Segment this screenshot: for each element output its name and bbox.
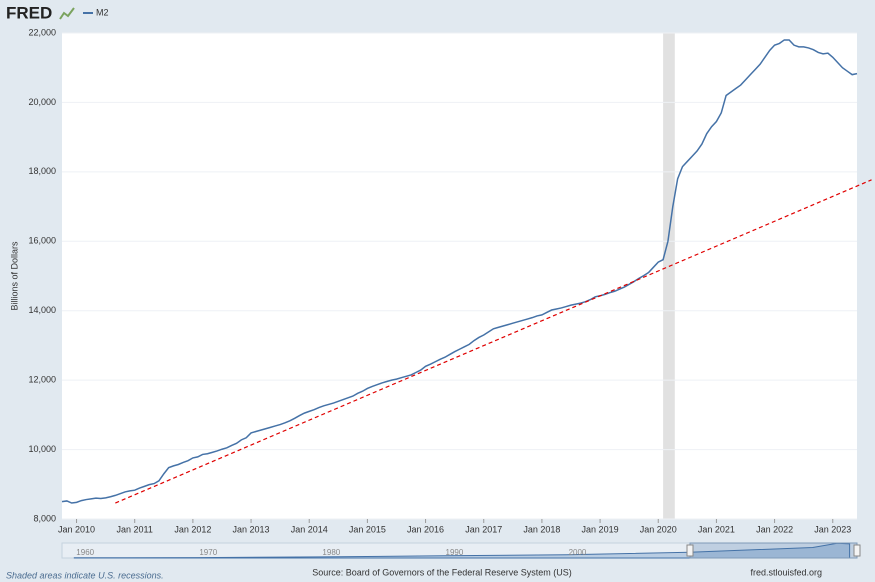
x-tick-label: Jan 2023 — [814, 524, 851, 534]
recession-band — [663, 33, 675, 519]
navigator-area — [73, 542, 851, 559]
x-tick-label: Jan 2013 — [233, 524, 270, 534]
x-tick-label: Jan 2014 — [291, 524, 328, 534]
navigator-window — [689, 542, 858, 559]
x-tick-label: Jan 2022 — [756, 524, 793, 534]
y-tick-label: 12,000 — [28, 375, 56, 385]
x-tick-label: Jan 2019 — [582, 524, 619, 534]
x-tick-label: Jan 2021 — [698, 524, 735, 534]
x-tick-label: Jan 2012 — [174, 524, 211, 534]
plot-area — [62, 33, 857, 519]
x-tick-label: Jan 2015 — [349, 524, 386, 534]
y-tick-label: 8,000 — [33, 513, 56, 523]
legend-label: M2 — [96, 7, 109, 17]
x-tick-label: Jan 2011 — [117, 524, 153, 534]
source: Source: Board of Governors of the Federa… — [312, 567, 572, 577]
x-tick-label: Jan 2018 — [523, 524, 560, 534]
logo-text: FRED — [6, 3, 52, 22]
y-tick-label: 18,000 — [28, 166, 56, 176]
y-tick-label: 16,000 — [28, 236, 56, 246]
site: fred.stlouisfed.org — [750, 567, 822, 577]
navigator-tick-label: 2000 — [569, 548, 587, 557]
navigator-tick-label: 1980 — [322, 548, 340, 557]
y-tick-label: 20,000 — [28, 97, 56, 107]
logo: FRED — [6, 3, 75, 22]
navigator-tick-label: 1960 — [76, 548, 94, 557]
navigator-handle — [853, 544, 861, 557]
y-tick-label: 10,000 — [28, 444, 56, 454]
series-line — [61, 39, 858, 504]
navigator-tick-label: 1970 — [199, 548, 217, 557]
x-tick-label: Jan 2017 — [465, 524, 502, 534]
navigator-handle — [686, 544, 694, 557]
x-tick-label: Jan 2020 — [640, 524, 677, 534]
y-tick-label: 22,000 — [28, 27, 56, 37]
y-tick-label: 14,000 — [28, 305, 56, 315]
x-tick-label: Jan 2010 — [58, 524, 95, 534]
logo-icon — [59, 7, 75, 20]
x-tick-label: Jan 2016 — [407, 524, 444, 534]
y-axis-label: Billions of Dollars — [9, 241, 19, 311]
navigator-tick-label: 1990 — [446, 548, 464, 557]
recession-note: Shaded areas indicate U.S. recessions. — [6, 570, 164, 580]
